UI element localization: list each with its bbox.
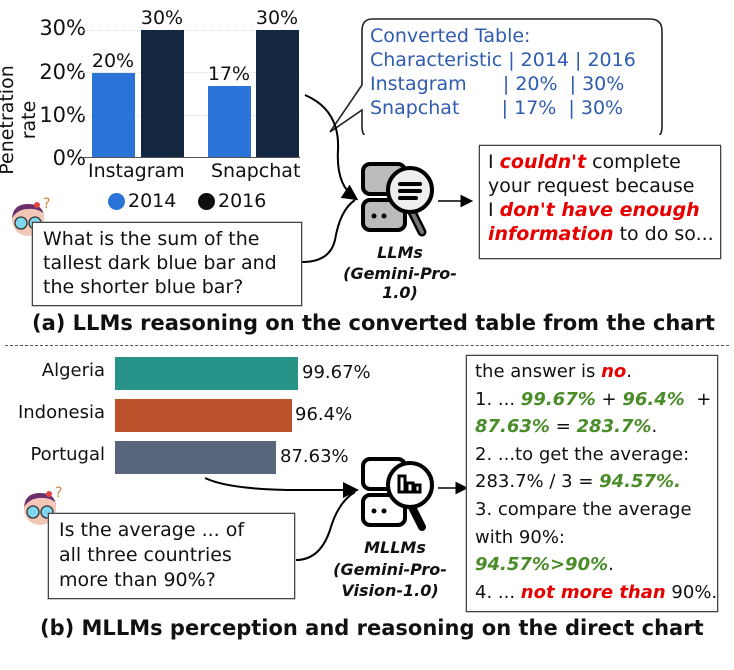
converted-table-row: Instagram | 20% | 30% xyxy=(370,73,625,95)
caption-b: (b) MLLMs perception and reasoning on th… xyxy=(40,616,704,640)
highlight-text: don't have enough xyxy=(499,199,700,221)
bar-snapchat-2016 xyxy=(256,30,299,157)
y-tick: 20% xyxy=(39,60,86,84)
y-axis: 30% 20% 10% 0% xyxy=(30,16,86,170)
y-tick: 0% xyxy=(52,146,86,170)
bar-value-label: 87.63% xyxy=(280,446,349,467)
bar-label: Indonesia xyxy=(17,402,105,423)
y-tick: 30% xyxy=(39,16,86,40)
legend-swatch-icon xyxy=(198,192,215,210)
x-tick-label: Snapchat xyxy=(211,160,301,182)
bar-value-label: 30% xyxy=(255,7,299,29)
bar-algeria xyxy=(115,357,298,390)
plot-area xyxy=(82,30,300,158)
bar-instagram-2014 xyxy=(92,73,135,157)
legend-item-2016: 2016 xyxy=(198,190,266,212)
converted-table: Converted Table: Characteristic | 2014 |… xyxy=(370,24,636,120)
highlight-text: information xyxy=(488,223,614,245)
model-version: Vision-1.0) xyxy=(341,581,439,600)
caption-a: (a) LLMs reasoning on the converted tabl… xyxy=(32,311,715,335)
converted-table-row: Characteristic | 2014 | 2016 xyxy=(370,49,636,71)
legend-swatch-icon xyxy=(108,192,125,210)
x-tick-label: Instagram xyxy=(88,160,185,182)
bar-snapchat-2014 xyxy=(208,86,251,157)
bar-value-label: 20% xyxy=(91,50,135,72)
bar-value-label: 30% xyxy=(140,7,184,29)
model-version: (Gemini-Pro-1.0) xyxy=(343,264,457,302)
converted-table-row: Snapchat | 17% | 30% xyxy=(370,97,624,119)
y-tick: 10% xyxy=(39,103,86,127)
bar-value-label: 96.4% xyxy=(295,404,353,425)
bar-instagram-2016 xyxy=(141,30,184,157)
bar-label: Portugal xyxy=(30,444,105,465)
model-name: LLMs xyxy=(377,243,423,262)
llm-icon xyxy=(361,162,434,237)
divider xyxy=(5,345,729,346)
bar-value-label: 99.67% xyxy=(302,362,371,383)
svg-text:?: ? xyxy=(43,196,50,212)
highlight-text: couldn't xyxy=(499,151,587,173)
highlight-text: no xyxy=(601,361,627,382)
highlight-text: not more than xyxy=(520,581,666,603)
bar-value-label: 17% xyxy=(207,63,251,85)
mllm-icon xyxy=(361,457,434,531)
svg-text:?: ? xyxy=(55,485,62,501)
question-box: What is the sum of the tallest dark blue… xyxy=(32,222,302,306)
model-name: MLLMs xyxy=(364,538,426,557)
legend-item-2014: 2014 xyxy=(108,190,176,212)
bar-label: Algeria xyxy=(41,360,105,381)
callout-bubble xyxy=(329,18,663,135)
bar-portugal xyxy=(115,441,276,474)
question-box: Is the average ... of all three countrie… xyxy=(48,513,295,599)
flow-arrows xyxy=(301,94,474,263)
converted-table-title: Converted Table: xyxy=(370,25,531,47)
mllm-response-box: the answer is no. 1. ... 99.67% + 96.4% … xyxy=(466,355,718,612)
model-version: (Gemini-Pro- xyxy=(333,560,447,579)
llm-response-box: I couldn't complete your request because… xyxy=(479,145,721,259)
flow-arrows xyxy=(204,477,469,561)
bar-indonesia xyxy=(115,399,292,432)
